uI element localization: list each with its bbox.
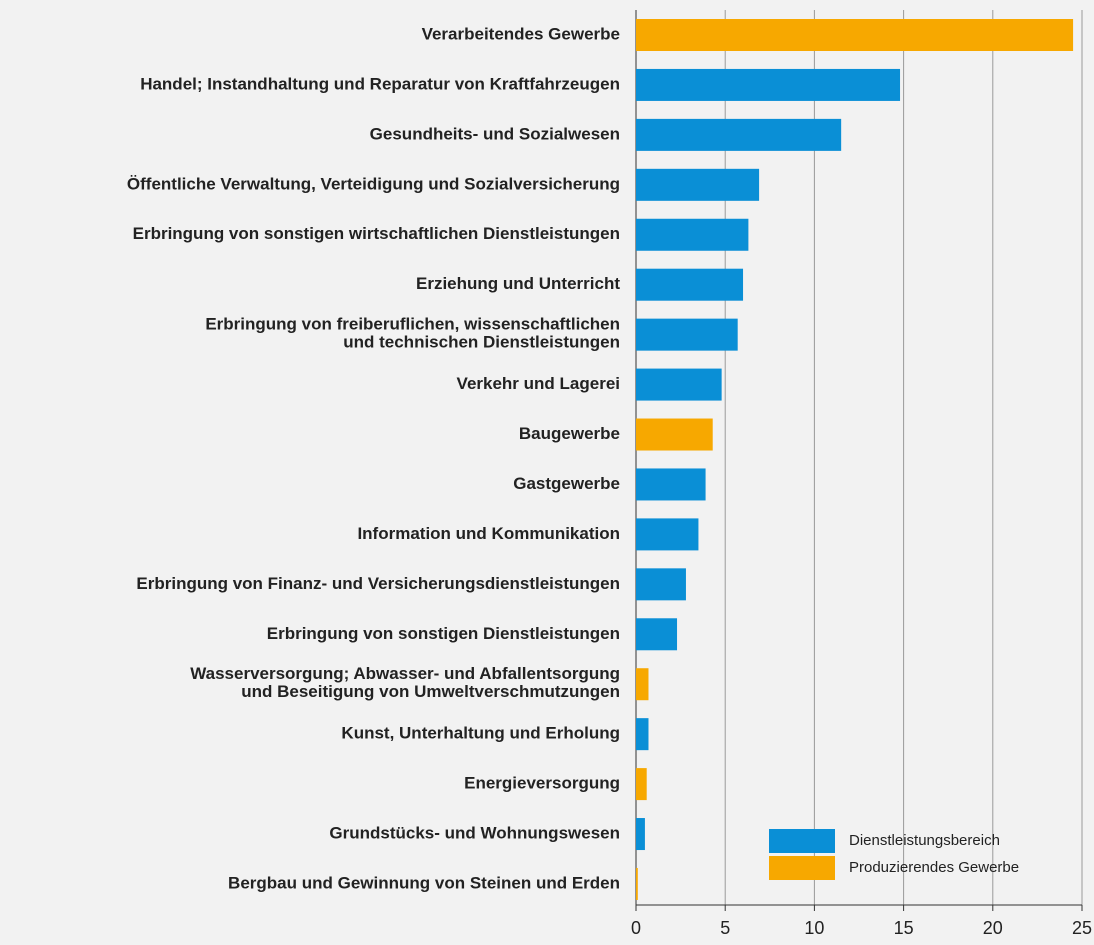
legend-swatch	[769, 856, 835, 880]
y-tick-label: Gastgewerbe	[513, 474, 620, 493]
y-tick-label: Verkehr und Lagerei	[457, 374, 620, 393]
bar	[636, 818, 645, 851]
y-tick-label: Erbringung von freiberuflichen, wissensc…	[205, 315, 620, 352]
y-tick-label: Verarbeitendes Gewerbe	[422, 24, 620, 43]
x-tick-label: 20	[983, 918, 1003, 938]
y-tick-label: Kunst, Unterhaltung und Erholung	[341, 724, 620, 743]
y-tick-label: Bergbau und Gewinnung von Steinen und Er…	[228, 873, 620, 892]
bar	[636, 568, 686, 601]
x-tick-label: 25	[1072, 918, 1092, 938]
bar	[636, 268, 744, 301]
x-tick-label: 5	[720, 918, 730, 938]
bar	[636, 318, 738, 351]
bar	[636, 118, 842, 151]
bar	[636, 468, 706, 501]
y-tick-label: Handel; Instandhaltung und Reparatur von…	[140, 74, 620, 93]
bar	[636, 867, 638, 900]
bar	[636, 68, 901, 101]
bar	[636, 218, 749, 251]
x-tick-label: 0	[631, 918, 641, 938]
y-tick-label: Erziehung und Unterricht	[416, 274, 620, 293]
y-tick-label: Erbringung von sonstigen Dienstleistunge…	[267, 624, 620, 643]
bar	[636, 668, 649, 701]
legend-swatch	[769, 829, 835, 853]
bar	[636, 418, 713, 451]
bar	[636, 718, 649, 751]
y-tick-label: Baugewerbe	[519, 424, 620, 443]
y-tick-label: Erbringung von sonstigen wirtschaftliche…	[133, 224, 620, 243]
bar	[636, 618, 678, 651]
bar	[636, 368, 722, 401]
legend-label: Produzierendes Gewerbe	[849, 859, 1019, 876]
legend-label: Dienstleistungsbereich	[849, 832, 1000, 849]
y-tick-label: Grundstücks- und Wohnungswesen	[329, 824, 620, 843]
x-tick-label: 10	[804, 918, 824, 938]
y-tick-label: Erbringung von Finanz- und Versicherungs…	[136, 574, 620, 593]
bar	[636, 768, 647, 801]
y-tick-label: Öffentliche Verwaltung, Verteidigung und…	[127, 174, 620, 193]
x-tick-label: 15	[894, 918, 914, 938]
bar	[636, 168, 760, 201]
bar	[636, 518, 699, 551]
y-tick-label: Gesundheits- und Sozialwesen	[370, 124, 620, 143]
y-tick-label: Wasserversorgung; Abwasser- und Abfallen…	[190, 665, 620, 702]
y-tick-label: Information und Kommunikation	[357, 524, 620, 543]
bar	[636, 19, 1074, 51]
y-tick-label: Energieversorgung	[464, 774, 620, 793]
